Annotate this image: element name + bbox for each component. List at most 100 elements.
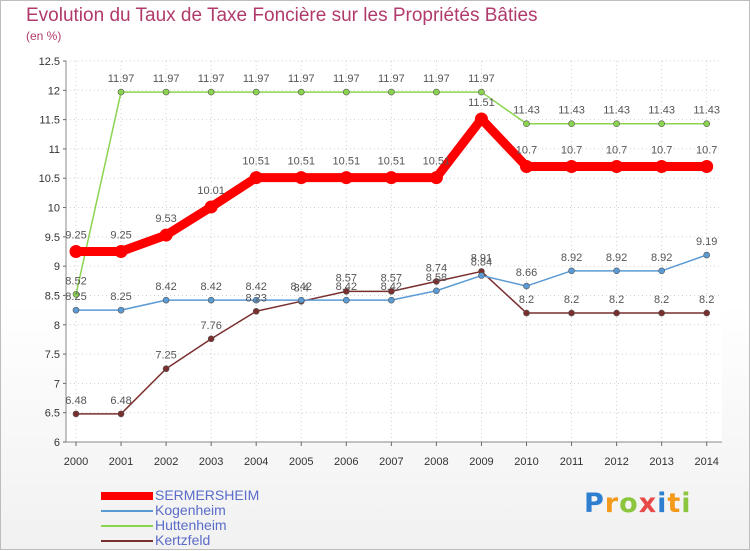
data-point-sermersheim	[249, 171, 263, 185]
data-label-kogenheim: 8.42	[381, 281, 402, 293]
data-point-huttenheim	[568, 120, 575, 128]
chart-subtitle: (en %)	[26, 29, 62, 43]
data-label-kogenheim: 8.42	[336, 281, 357, 293]
data-point-sermersheim	[520, 160, 533, 174]
x-tick-label: 2002	[154, 456, 178, 468]
y-tick-label: 6	[54, 437, 60, 449]
data-point-huttenheim	[297, 88, 305, 96]
data-label-sermersheim: 10.7	[516, 145, 537, 157]
data-label-huttenheim: 11.43	[603, 105, 630, 117]
data-label-huttenheim: 11.97	[288, 73, 315, 85]
data-label-sermersheim: 10.51	[242, 156, 270, 168]
data-label-sermersheim: 10.7	[651, 145, 672, 157]
data-label-kertzfeld: 7.25	[155, 350, 176, 362]
data-point-huttenheim	[117, 88, 125, 96]
data-point-kertzfeld	[162, 365, 170, 373]
data-point-kogenheim	[613, 267, 620, 275]
data-label-kogenheim: 8.42	[155, 281, 176, 293]
data-label-huttenheim: 11.97	[378, 73, 405, 85]
data-point-sermersheim	[159, 228, 173, 242]
data-point-kogenheim	[478, 272, 485, 279]
data-point-kertzfeld	[433, 278, 440, 285]
x-tick-label: 2011	[560, 456, 584, 468]
data-label-kogenheim: 8.58	[426, 272, 447, 284]
x-tick-label: 2003	[199, 456, 223, 468]
data-point-kertzfeld	[703, 309, 711, 317]
data-point-sermersheim	[429, 171, 443, 185]
data-point-huttenheim	[433, 88, 440, 96]
data-label-huttenheim: 11.43	[648, 105, 675, 117]
data-label-sermersheim: 9.25	[65, 230, 86, 242]
data-label-sermersheim: 10.51	[423, 156, 451, 168]
data-label-kertzfeld: 8.4	[294, 282, 309, 294]
x-tick-label: 2014	[694, 456, 718, 468]
data-label-kogenheim: 8.92	[561, 252, 582, 264]
logo-letter: i	[681, 488, 692, 519]
data-point-kogenheim	[72, 306, 80, 314]
data-label-kertzfeld: 8.2	[609, 294, 624, 306]
chart-title: Evolution du Taux de Taxe Foncière sur l…	[26, 5, 538, 26]
series-sermersheim	[69, 112, 714, 258]
data-point-kertzfeld	[252, 307, 260, 315]
data-label-kogenheim: 8.92	[606, 252, 627, 264]
data-label-sermersheim: 10.51	[378, 156, 406, 168]
data-point-sermersheim	[610, 160, 624, 174]
proxiti-logo: Proxiti	[584, 488, 692, 519]
data-point-kertzfeld	[568, 309, 575, 317]
data-label-kogenheim: 8.66	[516, 267, 537, 279]
data-label-huttenheim: 11.97	[108, 73, 135, 85]
data-point-kogenheim	[568, 267, 575, 275]
data-label-huttenheim: 11.97	[198, 73, 225, 85]
data-label-huttenheim: 11.97	[153, 73, 180, 85]
series-huttenheim	[72, 88, 711, 298]
x-tick-label: 2004	[244, 456, 268, 468]
y-tick-label: 8.5	[45, 290, 60, 302]
data-point-kertzfeld	[658, 309, 665, 317]
data-point-sermersheim	[700, 160, 714, 174]
data-label-kogenheim: 8.92	[651, 252, 672, 264]
data-point-huttenheim	[658, 120, 665, 128]
data-point-sermersheim	[204, 200, 218, 214]
data-label-sermersheim: 10.01	[197, 185, 225, 197]
data-point-huttenheim	[162, 88, 170, 96]
x-tick-label: 2005	[289, 456, 313, 468]
logo-letter: i	[657, 488, 668, 519]
legend-swatch	[101, 492, 153, 500]
data-point-kogenheim	[658, 267, 665, 275]
data-point-kogenheim	[207, 296, 215, 304]
data-label-huttenheim: 11.97	[423, 73, 450, 85]
data-point-kertzfeld	[207, 335, 215, 343]
x-tick-label: 2013	[649, 456, 673, 468]
data-point-huttenheim	[613, 120, 620, 128]
data-point-huttenheim	[703, 120, 711, 128]
x-tick-label: 2001	[109, 456, 133, 468]
data-label-huttenheim: 11.43	[513, 105, 540, 117]
data-label-kertzfeld: 8.57	[336, 272, 357, 284]
data-point-huttenheim	[72, 290, 80, 298]
data-label-kertzfeld: 6.48	[110, 395, 131, 407]
data-label-sermersheim: 10.7	[606, 145, 627, 157]
data-point-kogenheim	[433, 287, 440, 295]
y-tick-label: 12.5	[39, 56, 60, 68]
data-label-kogenheim: 8.25	[110, 291, 131, 303]
y-tick-label: 7.5	[45, 349, 60, 361]
data-label-kogenheim: 8.25	[65, 291, 86, 303]
data-label-kertzfeld: 8.2	[654, 294, 669, 306]
legend-label: Kogenheim	[155, 502, 226, 518]
data-point-kertzfeld	[523, 309, 530, 317]
x-tick-label: 2012	[604, 456, 628, 468]
data-label-kogenheim: 8.84	[471, 257, 492, 269]
data-label-kertzfeld: 8.23	[245, 292, 266, 304]
y-tick-label: 9	[54, 261, 60, 273]
data-point-huttenheim	[342, 88, 350, 96]
data-label-kertzfeld: 8.74	[426, 262, 447, 274]
data-label-sermersheim: 11.51	[468, 97, 495, 109]
y-tick-label: 8	[54, 320, 60, 332]
x-tick-label: 2009	[469, 456, 493, 468]
logo-letter: t	[667, 488, 682, 519]
data-point-kertzfeld	[72, 410, 80, 418]
data-label-kogenheim: 9.19	[696, 236, 717, 248]
data-label-sermersheim: 10.7	[561, 145, 582, 157]
